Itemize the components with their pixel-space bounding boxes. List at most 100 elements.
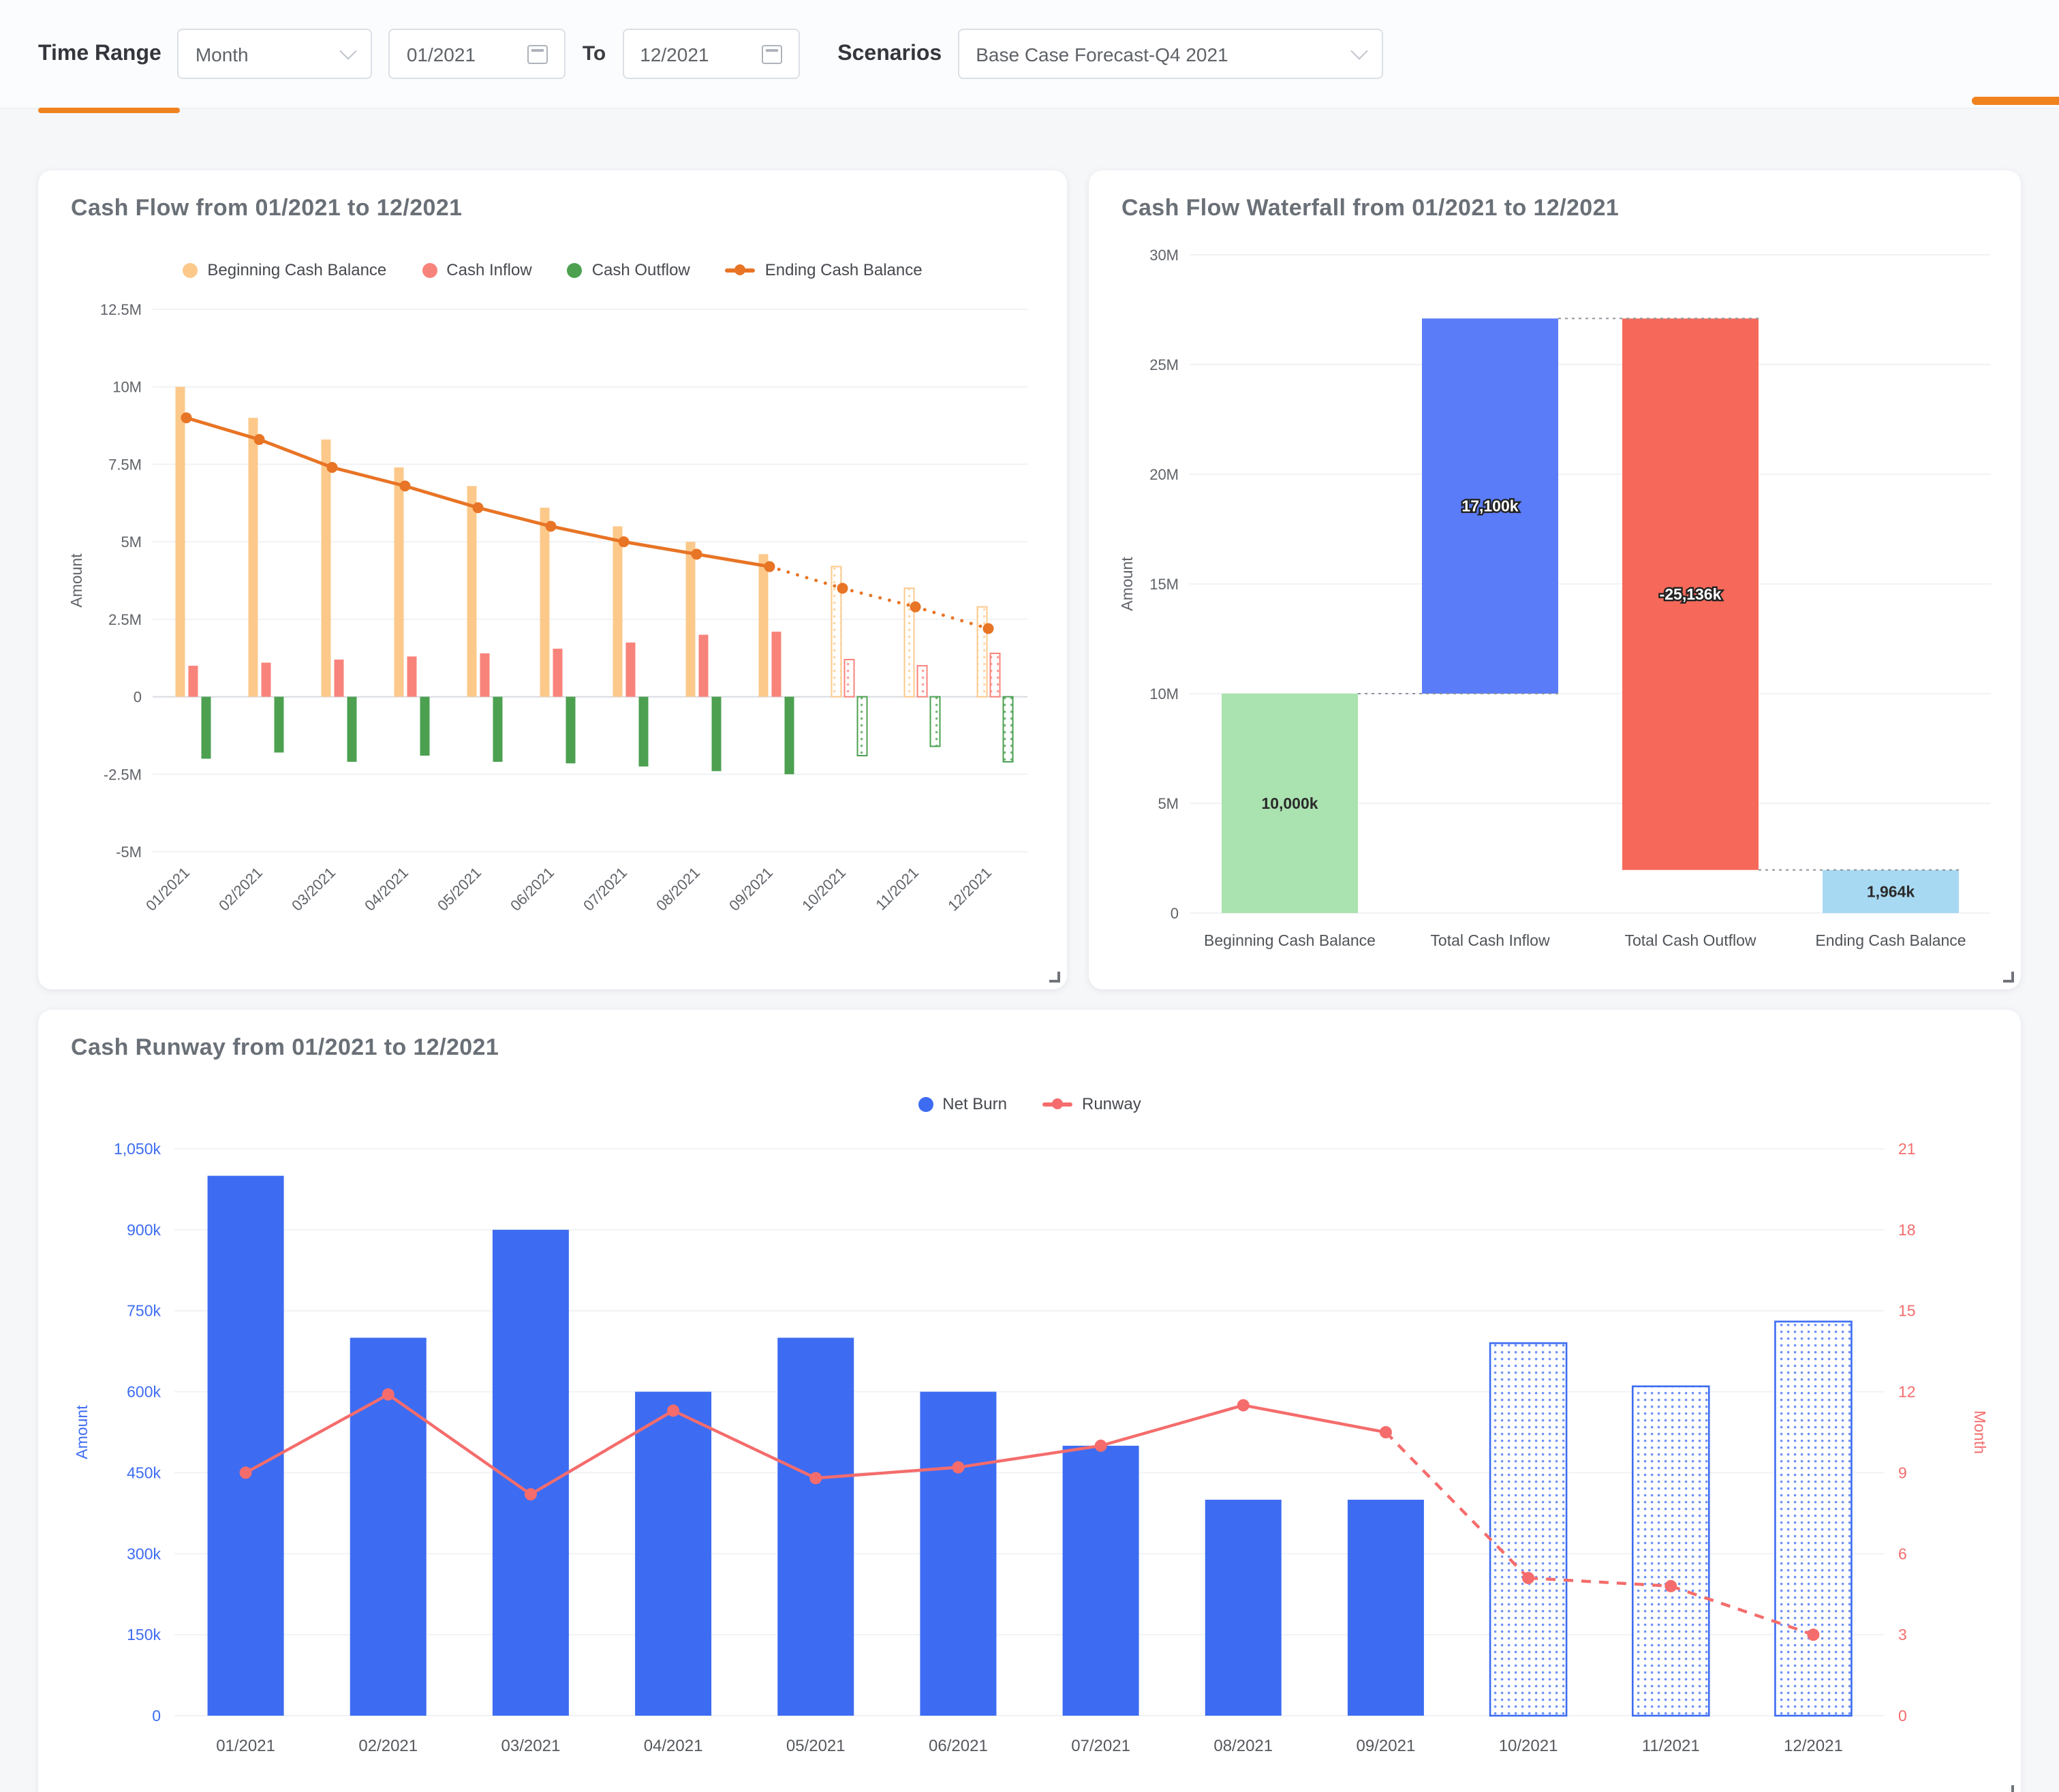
svg-text:7.5M: 7.5M	[108, 456, 142, 473]
svg-text:12/2021: 12/2021	[1784, 1737, 1843, 1755]
svg-text:07/2021: 07/2021	[580, 864, 630, 914]
top-row: Cash Flow from 01/2021 to 12/2021 Beginn…	[38, 170, 2021, 989]
svg-text:-5M: -5M	[116, 844, 142, 861]
svg-text:1,964k: 1,964k	[1867, 882, 1915, 900]
svg-text:12.5M: 12.5M	[100, 301, 142, 318]
legend-item-cash-outflow[interactable]: Cash Outflow	[567, 260, 690, 279]
svg-text:17,100k: 17,100k	[1461, 497, 1518, 515]
cash-flow-chart: 12.5M 10M 7.5M 5M 2.5M 0 -2.5M -5M Amount 01/2021…	[67, 301, 1027, 914]
svg-text:09/2021: 09/2021	[726, 864, 776, 914]
runway-chart: 0 150k 300k 450k 600k 750k 900k 1,050k 0 3 6 9 12 15 1…	[73, 1140, 1989, 1755]
svg-text:3: 3	[1898, 1626, 1907, 1643]
svg-text:09/2021: 09/2021	[1357, 1737, 1416, 1755]
cash-flow-card: Cash Flow from 01/2021 to 12/2021 Beginn…	[38, 170, 1067, 989]
cash-flow-legend: Beginning Cash Balance Cash Inflow Cash …	[63, 260, 1042, 279]
granularity-select[interactable]: Month	[177, 29, 373, 79]
svg-text:Ending Cash Balance: Ending Cash Balance	[1815, 931, 1966, 949]
svg-text:11/2021: 11/2021	[872, 864, 922, 914]
svg-text:05/2021: 05/2021	[434, 864, 484, 914]
svg-text:0: 0	[152, 1707, 161, 1725]
svg-text:150k: 150k	[127, 1626, 161, 1643]
svg-text:25M: 25M	[1149, 356, 1179, 373]
legend-swatch	[422, 262, 437, 277]
svg-text:06/2021: 06/2021	[507, 864, 557, 914]
legend-line-swatch	[1042, 1098, 1072, 1109]
legend-label: Ending Cash Balance	[764, 260, 923, 279]
svg-text:10M: 10M	[112, 379, 142, 396]
accent-bar	[1972, 97, 2059, 105]
svg-text:0: 0	[134, 689, 142, 706]
end-date-value: 12/2021	[640, 43, 709, 65]
legend-label: Beginning Cash Balance	[207, 260, 387, 279]
legend-swatch	[918, 1096, 933, 1111]
scenario-select[interactable]: Base Case Forecast-Q4 2021	[958, 29, 1384, 79]
svg-text:2.5M: 2.5M	[108, 611, 142, 628]
svg-text:9: 9	[1898, 1464, 1907, 1481]
start-date-input[interactable]: 01/2021	[388, 29, 566, 79]
svg-text:20M: 20M	[1149, 466, 1179, 483]
svg-text:12: 12	[1898, 1383, 1916, 1401]
legend-label: Cash Inflow	[446, 260, 532, 279]
legend-swatch	[183, 262, 198, 277]
legend-item-cash-inflow[interactable]: Cash Inflow	[422, 260, 532, 279]
svg-text:15: 15	[1898, 1302, 1916, 1320]
svg-text:18: 18	[1898, 1221, 1916, 1239]
svg-text:21: 21	[1898, 1140, 1916, 1158]
svg-text:Amount: Amount	[1118, 557, 1136, 611]
svg-text:Beginning Cash Balance: Beginning Cash Balance	[1204, 931, 1376, 949]
legend-item-ending-cash-balance[interactable]: Ending Cash Balance	[725, 260, 923, 279]
svg-text:10/2021: 10/2021	[799, 864, 849, 914]
svg-text:750k: 750k	[127, 1302, 161, 1320]
resize-handle-icon[interactable]	[2003, 972, 2014, 983]
calendar-icon	[527, 44, 548, 63]
svg-text:05/2021: 05/2021	[786, 1737, 846, 1755]
svg-text:6: 6	[1898, 1545, 1907, 1562]
svg-text:02/2021: 02/2021	[358, 1737, 418, 1755]
legend-item-runway[interactable]: Runway	[1042, 1094, 1141, 1113]
chevron-down-icon	[340, 42, 358, 60]
toolbar: Time Range Month 01/2021 To 12/2021 Scen…	[0, 0, 2059, 113]
svg-text:02/2021: 02/2021	[215, 864, 266, 914]
svg-text:10,000k: 10,000k	[1261, 794, 1318, 812]
dashboard-body: Cash Flow from 01/2021 to 12/2021 Beginn…	[0, 109, 2059, 1792]
time-range-label: Time Range	[38, 42, 161, 65]
svg-text:12/2021: 12/2021	[944, 864, 995, 914]
runway-title: Cash Runway from 01/2021 to 12/2021	[71, 1034, 499, 1060]
svg-text:01/2021: 01/2021	[216, 1737, 275, 1755]
legend-item-beginning-cash-balance[interactable]: Beginning Cash Balance	[183, 260, 386, 279]
resize-handle-icon[interactable]	[2003, 1785, 2014, 1792]
svg-text:300k: 300k	[127, 1545, 161, 1562]
svg-text:01/2021: 01/2021	[142, 864, 193, 914]
svg-text:06/2021: 06/2021	[929, 1737, 988, 1755]
svg-text:11/2021: 11/2021	[1642, 1737, 1700, 1755]
svg-text:04/2021: 04/2021	[644, 1737, 703, 1755]
svg-text:Total Cash Inflow: Total Cash Inflow	[1430, 931, 1550, 949]
calendar-icon	[761, 44, 782, 63]
svg-text:600k: 600k	[127, 1383, 161, 1401]
svg-text:-2.5M: -2.5M	[104, 766, 142, 783]
svg-text:900k: 900k	[127, 1221, 161, 1239]
waterfall-card: Cash Flow Waterfall from 01/2021 to 12/2…	[1089, 170, 2021, 989]
runway-card: Cash Runway from 01/2021 to 12/2021 Net …	[38, 1010, 2021, 1792]
granularity-value: Month	[195, 43, 249, 65]
legend-line-swatch	[725, 264, 756, 275]
svg-text:08/2021: 08/2021	[653, 864, 703, 914]
svg-text:Amount: Amount	[73, 1405, 91, 1459]
svg-text:5M: 5M	[121, 534, 142, 551]
cash-flow-title: Cash Flow from 01/2021 to 12/2021	[71, 195, 463, 221]
chevron-down-icon	[1350, 42, 1368, 60]
waterfall-chart: 0 5M 10M 15M 20M 25M 30M Amount 10,000k Beginning…	[1118, 247, 1991, 949]
svg-text:Amount: Amount	[67, 553, 85, 608]
svg-text:0: 0	[1171, 905, 1179, 922]
end-date-input[interactable]: 12/2021	[622, 29, 800, 79]
active-tab-indicator	[38, 108, 180, 113]
svg-text:Month: Month	[1971, 1410, 1989, 1454]
runway-legend: Net Burn Runway	[63, 1094, 1996, 1113]
legend-item-net-burn[interactable]: Net Burn	[918, 1094, 1007, 1113]
resize-handle-icon[interactable]	[1049, 972, 1060, 983]
start-date-value: 01/2021	[406, 43, 476, 65]
to-label: To	[582, 42, 606, 65]
scenarios-label: Scenarios	[837, 42, 942, 65]
svg-text:450k: 450k	[127, 1464, 161, 1481]
svg-text:08/2021: 08/2021	[1213, 1737, 1273, 1755]
